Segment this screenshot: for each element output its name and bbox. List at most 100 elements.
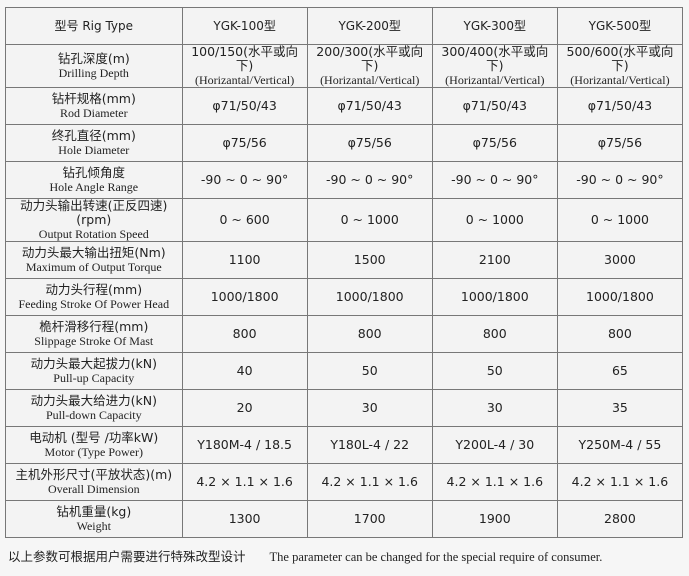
table-row: 钻孔深度(m) Drilling Depth 100/150(水平或向下) (Hori… [5, 44, 684, 88]
cell-sub: (Horizantal/Vertical) [194, 73, 295, 87]
spec-table: 型号 Rig Type YGK-100型 YGK-200型 YGK-300型 Y… [5, 7, 684, 538]
cell-value: 50 [361, 363, 378, 378]
value-cell: φ75/56 [306, 124, 433, 162]
label-cn: 钻杆规格(mm) [51, 91, 136, 106]
cell-value: 3000 [604, 252, 636, 267]
value-cell: 4.2 × 1.1 × 1.6 [556, 463, 684, 501]
value-cell: 1000/1800 [181, 278, 308, 316]
value-cell: 4.2 × 1.1 × 1.6 [306, 463, 433, 501]
value-cell: 0 ~ 1000 [306, 198, 433, 242]
value-cell: 0 ~ 1000 [431, 198, 558, 242]
cell-value: 1000/1800 [586, 289, 654, 304]
cell-sub: (Horizantal/Vertical) [570, 73, 670, 87]
cell-value: φ75/56 [347, 135, 392, 150]
cell-value: φ71/50/43 [462, 98, 527, 113]
label-cn: 钻机重量(kg) [56, 504, 132, 519]
cell-sub: (Horizantal/Vertical) [320, 73, 420, 87]
value-cell: 1100 [181, 241, 308, 279]
footnote-en: The parameter can be changed for the spe… [269, 550, 603, 564]
value-cell: 0 ~ 600 [181, 198, 308, 242]
value-cell: Y180L-4 / 22 [306, 426, 433, 464]
cell-value: 30 [486, 400, 503, 415]
value-cell: -90 ~ 0 ~ 90° [431, 161, 558, 199]
cell-value: 2100 [478, 252, 511, 267]
cell-value: 1300 [228, 511, 261, 526]
value-cell: 50 [306, 352, 433, 390]
cell-value: -90 ~ 0 ~ 90° [200, 172, 289, 187]
cell-sub: (Horizantal/Vertical) [445, 73, 545, 87]
table-row: 钻孔倾角度 Hole Angle Range -90 ~ 0 ~ 90° -90 ~ … [5, 161, 684, 199]
value-cell: 800 [431, 315, 558, 353]
model-ygk-300: YGK-300型 [431, 7, 558, 45]
label-en: Hole Angle Range [49, 180, 139, 194]
value-cell: 30 [431, 389, 558, 427]
value-cell: 1000/1800 [431, 278, 558, 316]
cell-value: φ75/56 [222, 135, 267, 150]
table-row: 电动机 (型号 /功率kW) Motor (Type Power) Y180M-4 … [5, 426, 684, 464]
model-ygk-200: YGK-200型 [306, 7, 433, 45]
cell-value: 65 [611, 363, 628, 378]
cell-value: φ75/56 [597, 135, 643, 150]
label-en: Feeding Stroke Of Power Head [18, 297, 170, 311]
header-label: 型号 Rig Type [5, 7, 183, 45]
value-cell: 2800 [556, 500, 684, 538]
value-cell: 1900 [431, 500, 558, 538]
value-cell: 65 [556, 352, 684, 390]
label-cn: 主机外形尺寸(平放状态)(m) [15, 467, 173, 482]
value-cell: 800 [556, 315, 684, 353]
cell-value: 300/400(水平或向下) [441, 44, 549, 73]
value-cell: 3000 [556, 241, 684, 279]
table-row: 终孔直径(mm) Hole Diameter φ75/56 φ75/56 φ75/56 φ… [5, 124, 684, 162]
label-en: Hole Diameter [58, 143, 130, 157]
row-label: 动力头最大输出扭矩(Nm) Maximum of Output Torque [5, 241, 183, 279]
cell-value: 800 [357, 326, 382, 341]
label-cn: 钻孔深度(m) [57, 51, 130, 66]
row-label: 主机外形尺寸(平放状态)(m) Overall Dimension [5, 463, 183, 501]
row-label: 动力头最大起拔力(kN) Pull-up Capacity [5, 352, 183, 390]
value-cell: 4.2 × 1.1 × 1.6 [431, 463, 558, 501]
label-cn: 桅杆滑移行程(mm) [39, 319, 149, 334]
label-cn: 动力头输出转速(正反四速)(rpm) [20, 198, 168, 227]
value-cell: 20 [181, 389, 308, 427]
label-en: Pull-up Capacity [53, 371, 135, 385]
table-row: 钻杆规格(mm) Rod Diameter φ71/50/43 φ71/50/43 φ7… [5, 87, 684, 125]
cell-value: 1000/1800 [210, 289, 279, 304]
cell-value: 40 [236, 363, 253, 378]
value-cell: 300/400(水平或向下) (Horizantal/Vertical) [431, 44, 558, 88]
cell-value: 4.2 × 1.1 × 1.6 [571, 474, 669, 489]
label-en: Drilling Depth [58, 66, 129, 80]
cell-value: 50 [486, 363, 503, 378]
row-label: 终孔直径(mm) Hole Diameter [5, 124, 183, 162]
cell-value: 500/600(水平或向下) [566, 44, 674, 73]
value-cell: 50 [431, 352, 558, 390]
row-label: 电动机 (型号 /功率kW) Motor (Type Power) [5, 426, 183, 464]
model-ygk-500: YGK-500型 [556, 7, 684, 45]
cell-value: φ71/50/43 [212, 98, 277, 113]
value-cell: 200/300(水平或向下) (Horizantal/Vertical) [306, 44, 433, 88]
cell-value: 1700 [353, 511, 386, 526]
cell-value: φ75/56 [472, 135, 517, 150]
value-cell: φ71/50/43 [306, 87, 433, 125]
footnote: 以上参数可根据用户需要进行特殊改型设计 The parameter can be … [8, 546, 602, 565]
table-row: 钻机重量(kg) Weight 1300 1700 1900 2800 [5, 500, 684, 538]
label-en: Overall Dimension [47, 482, 140, 496]
cell-value: 800 [607, 326, 632, 341]
cell-value: -90 ~ 0 ~ 90° [326, 172, 414, 187]
cell-value: -90 ~ 0 ~ 90° [451, 172, 539, 187]
footnote-cn: 以上参数可根据用户需要进行特殊改型设计 [8, 549, 246, 564]
value-cell: 30 [306, 389, 433, 427]
value-cell: 500/600(水平或向下) (Horizantal/Vertical) [556, 44, 684, 88]
row-label: 动力头最大给进力(kN) Pull-down Capacity [5, 389, 183, 427]
cell-value: 35 [611, 400, 628, 415]
row-label: 钻机重量(kg) Weight [5, 500, 183, 538]
value-cell: 40 [181, 352, 308, 390]
label-en: Motor (Type Power) [44, 445, 144, 459]
cell-value: 4.2 × 1.1 × 1.6 [196, 474, 293, 489]
row-label: 动力头输出转速(正反四速)(rpm) Output Rotation Speed [5, 198, 183, 242]
value-cell: 4.2 × 1.1 × 1.6 [181, 463, 308, 501]
cell-value: Y180M-4 / 18.5 [197, 437, 292, 452]
value-cell: 35 [556, 389, 684, 427]
label-en: Maximum of Output Torque [25, 260, 162, 274]
label-cn: 动力头最大起拔力(kN) [30, 356, 157, 371]
value-cell: 0 ~ 1000 [556, 198, 684, 242]
